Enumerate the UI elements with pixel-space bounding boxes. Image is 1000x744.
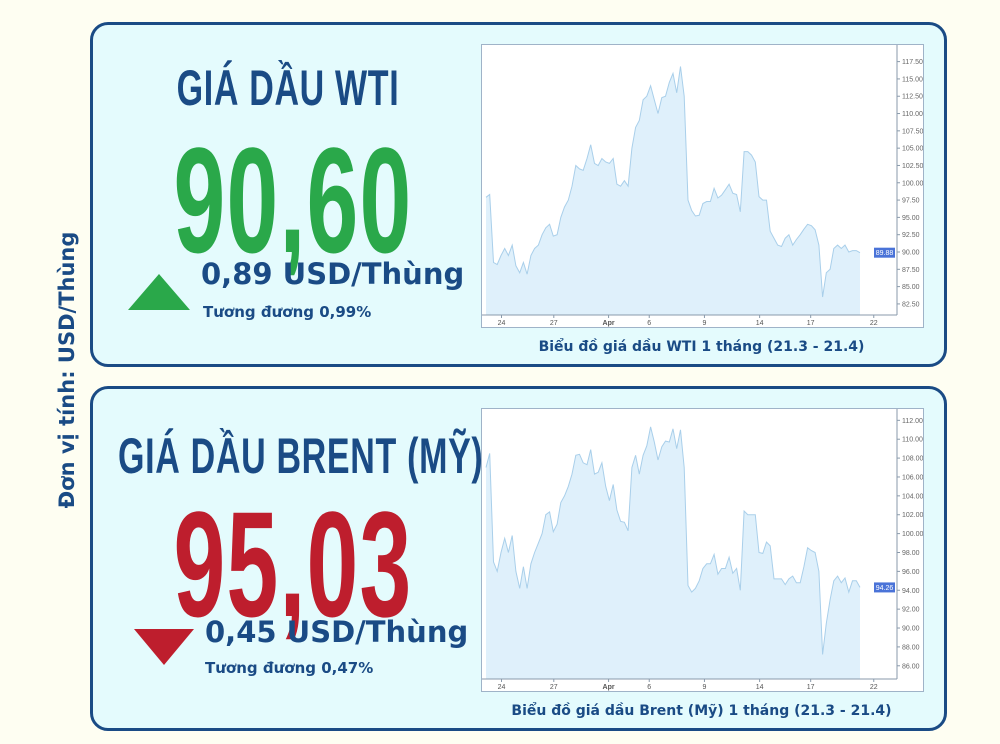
y-tick-label: 107.50 <box>902 128 923 135</box>
y-tick-label: 110.00 <box>902 111 923 118</box>
price-area <box>486 426 860 679</box>
x-tick-label: 9 <box>702 684 706 691</box>
wti-chart-caption: Biểu đồ giá dầu WTI 1 tháng (21.3 - 21.4… <box>538 339 865 355</box>
x-tick-label: 27 <box>550 320 558 327</box>
wti-title: GIÁ DẦU WTI <box>176 60 400 116</box>
wti-percent: Tương đương 0,99% <box>203 303 372 321</box>
y-tick-label: 108.00 <box>902 456 923 463</box>
y-tick-label: 104.00 <box>902 493 923 500</box>
y-tick-label: 100.00 <box>902 180 923 187</box>
y-tick-label: 90.00 <box>902 626 920 633</box>
x-tick-label: 24 <box>498 320 506 327</box>
y-tick-label: 86.00 <box>902 663 920 670</box>
last-value-label: 94.26 <box>876 585 894 592</box>
wti-chart-svg: 82.50 85.00 87.50 90.00 92.50 95.00 97.50 100.0… <box>482 45 924 327</box>
x-tick-label: 17 <box>807 684 815 691</box>
y-tick-label: 82.50 <box>902 301 920 308</box>
price-line <box>485 426 861 655</box>
x-tick-label: 27 <box>550 684 558 691</box>
y-tick-label: 95.00 <box>902 215 920 222</box>
x-tick-label: 22 <box>870 320 878 327</box>
y-tick-label: 94.00 <box>902 588 920 595</box>
y-tick-label: 96.00 <box>902 569 920 576</box>
wti-chart: 82.50 85.00 87.50 90.00 92.50 95.00 97.50 100.0… <box>481 44 924 328</box>
x-tick-label: 14 <box>756 684 764 691</box>
y-tick-label: 92.50 <box>902 232 920 239</box>
y-tick-label: 102.00 <box>902 512 923 519</box>
unit-label: Đơn vị tính: USD/Thùng <box>55 231 79 509</box>
y-tick-label: 102.50 <box>902 163 923 170</box>
brent-chart-svg: 86.00 88.00 90.00 92.00 94.00 96.00 98.00 100.0… <box>482 409 924 691</box>
y-tick-label: 117.50 <box>902 59 923 66</box>
brent-panel: GIÁ DẦU BRENT (MỸ) 95,03 0,45 USD/Thùng … <box>90 386 947 731</box>
last-value-badge <box>874 582 895 593</box>
y-tick-label: 112.00 <box>902 418 923 425</box>
brent-title: GIÁ DẦU BRENT (MỸ) <box>118 428 484 484</box>
x-tick-label: 6 <box>647 320 651 327</box>
y-tick-label: 90.00 <box>902 250 920 257</box>
price-area <box>486 66 860 315</box>
brent-change: 0,45 USD/Thùng <box>205 615 469 649</box>
wti-price: 90,60 <box>173 116 413 284</box>
x-tick-label: Apr <box>603 320 615 327</box>
y-tick-label: 110.00 <box>902 437 923 444</box>
y-tick-label: 85.00 <box>902 284 920 291</box>
y-tick-label: 87.50 <box>902 267 920 274</box>
brent-percent: Tương đương 0,47% <box>205 659 374 677</box>
brent-price: 95,03 <box>173 480 413 648</box>
x-tick-label: Apr <box>603 684 615 691</box>
y-tick-label: 92.00 <box>902 607 920 614</box>
triangle-up-icon <box>128 274 190 310</box>
x-tick-label: 17 <box>807 320 815 327</box>
y-tick-label: 112.50 <box>902 94 923 101</box>
x-tick-label: 14 <box>756 320 764 327</box>
y-tick-label: 115.00 <box>902 76 923 83</box>
y-tick-label: 97.50 <box>902 198 920 205</box>
wti-panel: GIÁ DẦU WTI 90,60 0,89 USD/Thùng Tương đ… <box>90 22 947 367</box>
y-tick-label: 106.00 <box>902 474 923 481</box>
last-value-label: 89.88 <box>876 250 894 257</box>
y-tick-label: 105.00 <box>902 146 923 153</box>
y-tick-label: 98.00 <box>902 550 920 557</box>
last-value-badge <box>874 247 895 258</box>
price-line <box>485 66 861 298</box>
brent-chart: 86.00 88.00 90.00 92.00 94.00 96.00 98.00 100.0… <box>481 408 924 692</box>
brent-chart-caption: Biểu đồ giá dầu Brent (Mỹ) 1 tháng (21.3… <box>511 703 892 719</box>
triangle-down-icon <box>134 629 194 665</box>
y-tick-label: 100.00 <box>902 531 923 538</box>
y-tick-label: 88.00 <box>902 644 920 651</box>
x-tick-label: 22 <box>870 684 878 691</box>
x-tick-label: 9 <box>702 320 706 327</box>
wti-change: 0,89 USD/Thùng <box>201 257 465 291</box>
x-tick-label: 24 <box>498 684 506 691</box>
x-tick-label: 6 <box>647 684 651 691</box>
